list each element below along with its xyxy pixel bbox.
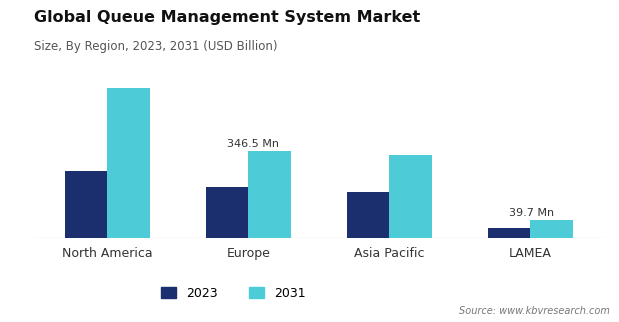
- Bar: [530, 220, 573, 238]
- Bar: [206, 187, 248, 238]
- Bar: [65, 171, 107, 238]
- Legend: 2023, 2031: 2023, 2031: [156, 282, 311, 305]
- Text: Size, By Region, 2023, 2031 (USD Billion): Size, By Region, 2023, 2031 (USD Billion…: [34, 40, 277, 53]
- Bar: [488, 228, 530, 238]
- Text: 39.7 Mn: 39.7 Mn: [509, 208, 554, 218]
- Bar: [347, 192, 389, 238]
- Text: Global Queue Management System Market: Global Queue Management System Market: [34, 10, 420, 25]
- Bar: [248, 151, 290, 238]
- Text: Source: www.kbvresearch.com: Source: www.kbvresearch.com: [459, 306, 610, 316]
- Bar: [107, 88, 150, 238]
- Text: 346.5 Mn: 346.5 Mn: [227, 139, 279, 149]
- Bar: [389, 155, 431, 238]
